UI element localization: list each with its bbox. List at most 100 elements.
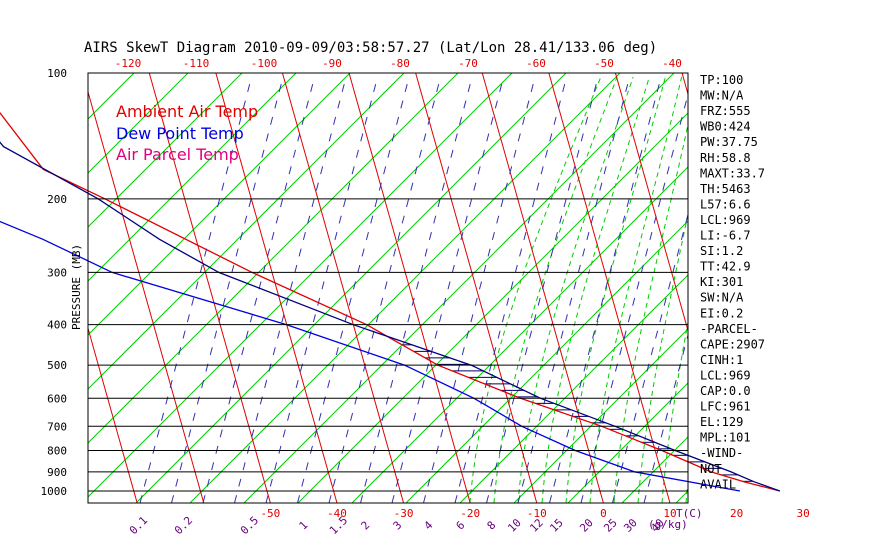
dry-adiabat-line — [87, 72, 243, 228]
dry-adiabat-line — [243, 72, 675, 504]
mixing-ratio-tick-label: 6 — [454, 519, 468, 533]
index-item: CAP:0.0 — [700, 384, 751, 398]
bottom-temp-tick-label: 0 — [600, 507, 607, 520]
index-item: CAPE:2907 — [700, 337, 765, 351]
isotherm-line — [148, 72, 271, 504]
mixing-ratio-line — [139, 82, 251, 504]
top-temp-tick-label: -80 — [390, 57, 410, 70]
mixing-ratio-tick-label: 2 — [359, 519, 373, 533]
index-item: SW:N/A — [700, 291, 744, 305]
index-item: MAXT:33.7 — [700, 166, 765, 180]
index-item: EL:129 — [700, 415, 743, 429]
index-item: KI:301 — [700, 275, 743, 289]
isotherm-line — [681, 72, 689, 95]
mixing-ratio-line — [580, 94, 689, 504]
mixing-ratio-line — [454, 82, 566, 504]
index-item: EI:0.2 — [700, 306, 743, 320]
dry-adiabat-line — [405, 220, 689, 504]
dry-adiabat-line — [621, 436, 689, 504]
mixing-ratio-line — [549, 82, 660, 504]
pressure-tick-label: 600 — [47, 392, 67, 405]
dry-adiabat-line — [351, 166, 689, 504]
isotherm-line — [348, 72, 471, 504]
mixing-ratio-tick-label: 3 — [391, 519, 405, 533]
background-lines — [87, 72, 689, 504]
legend-ambient-air-temp: Ambient Air Temp — [116, 102, 258, 121]
mixing-ratio-line — [391, 82, 503, 504]
index-item: SI:1.2 — [700, 244, 743, 258]
legend: Ambient Air Temp Dew Point Temp Air Parc… — [116, 102, 258, 164]
x-axis-label: T(C) — [676, 507, 703, 520]
y-axis-label: PRESSURE (MB) — [70, 244, 83, 330]
mixing-ratio-line — [265, 82, 377, 504]
bottom-temp-tick-label: -10 — [527, 507, 547, 520]
mixing-ratio-line — [486, 82, 597, 504]
pressure-tick-label: 300 — [47, 266, 67, 279]
mixing-ratio-tick-label: 0.2 — [172, 514, 195, 537]
moist-adiabat-line — [685, 484, 689, 504]
index-item: LCL:969 — [700, 368, 751, 382]
legend-air-parcel-temp: Air Parcel Temp — [116, 145, 239, 164]
index-item: CINH:1 — [700, 353, 743, 367]
mixing-ratio-line — [202, 82, 314, 504]
index-item: -PARCEL- — [700, 322, 758, 336]
mixing-ratio-line — [171, 82, 282, 504]
dry-adiabat-line — [189, 72, 621, 504]
mixing-ratio-line — [423, 82, 534, 504]
chart-title: AIRS SkewT Diagram 2010-09-09/03:58:57.2… — [84, 40, 657, 56]
index-item: LCL:969 — [700, 213, 751, 227]
pressure-tick-label: 1000 — [41, 485, 68, 498]
bottom-temp-tick-label: -30 — [394, 507, 414, 520]
index-item: TP:100 — [700, 73, 743, 87]
dry-adiabat-line — [87, 72, 297, 282]
moist-adiabat-line — [589, 76, 683, 504]
mixing-ratio-tick-label: 30 — [621, 516, 640, 535]
top-temp-tick-label: -110 — [183, 57, 210, 70]
index-item: TH:5463 — [700, 182, 751, 196]
index-item: LFC:961 — [700, 400, 751, 414]
mixing-ratio-tick-label: 1 — [297, 519, 311, 533]
dew-point-temp-line — [0, 220, 741, 492]
index-item: LI:-6.7 — [700, 229, 751, 243]
index-item: L57:6.6 — [700, 197, 751, 211]
bottom-temp-tick-label: -40 — [327, 507, 347, 520]
dry-adiabat-line — [459, 274, 689, 504]
isotherm-line — [215, 72, 338, 504]
pressure-tick-label: 800 — [47, 444, 67, 457]
top-temp-tick-label: -100 — [251, 57, 278, 70]
moist-adiabat-line — [469, 76, 602, 504]
mixing-ratio-tick-label: 8 — [485, 519, 499, 533]
moist-adiabat-line — [565, 76, 666, 504]
bottom-temp-tick-label: 20 — [730, 507, 743, 520]
isotherm-line — [87, 328, 138, 504]
index-item: AVAIL — [700, 477, 736, 491]
pressure-tick-label: 200 — [47, 193, 67, 206]
mixing-ratio-tick-label: 20 — [577, 516, 596, 535]
plot-border — [87, 72, 689, 504]
bottom-temp-tick-label: 30 — [797, 507, 810, 520]
pressure-tick-label: 100 — [47, 67, 67, 80]
dry-adiabat-line — [135, 72, 567, 504]
bottom-temp-tick-label: -20 — [460, 507, 480, 520]
dry-adiabat-line — [513, 328, 689, 504]
mixing-ratio-line — [328, 82, 440, 504]
dry-adiabat-line — [297, 112, 689, 504]
dry-adiabat-line — [87, 72, 189, 174]
top-temp-tick-label: -120 — [115, 57, 142, 70]
mixing-ratio-line — [360, 82, 471, 504]
ambient-air-temp-line — [0, 111, 780, 492]
mixing-ratio-line — [643, 334, 689, 504]
mixing-ratio-line — [234, 82, 345, 504]
top-temp-tick-label: -90 — [322, 57, 342, 70]
mixing-ratio-line — [297, 82, 408, 504]
dry-adiabat-line — [87, 72, 459, 444]
mixing-ratio-tick-label: 10 — [505, 516, 524, 535]
index-item: MW:N/A — [700, 89, 744, 103]
mixing-ratio-tick-label: 15 — [547, 516, 566, 535]
index-item: NOT — [700, 462, 722, 476]
mixing-ratio-unit: (g/kg) — [648, 518, 688, 531]
dry-adiabat-line — [87, 72, 135, 120]
pressure-tick-label: 900 — [47, 466, 67, 479]
